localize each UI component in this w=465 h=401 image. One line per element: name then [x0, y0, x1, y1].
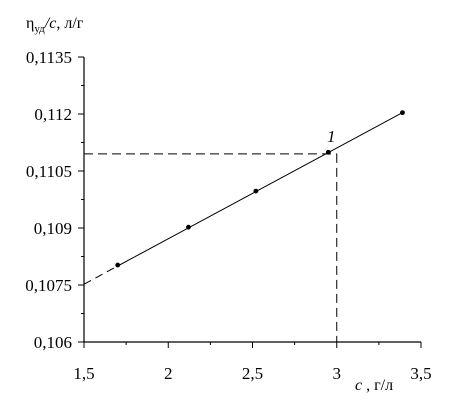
x-tick-label: 1,5 — [73, 364, 94, 383]
data-point — [400, 110, 405, 116]
data-points — [115, 110, 405, 268]
marker-guides — [84, 153, 338, 342]
x-tick-label: 2 — [164, 364, 173, 383]
y-tick-label: 0,1135 — [26, 48, 72, 67]
y-tick-label: 0,106 — [34, 333, 72, 352]
x-tick-label: 3,5 — [410, 364, 431, 383]
fit-line — [83, 111, 405, 285]
ticks: 1,5 2 2,5 3 3,5 0,106 0,1075 0,109 0,1105 0,112 0,… — [25, 48, 431, 383]
marker-label: 1 — [327, 127, 336, 146]
fit-line-solid — [117, 111, 405, 267]
x-tick-label: 2,5 — [242, 364, 263, 383]
y-axis-label: ηуд/c, л/г — [26, 15, 84, 35]
y-tick-label: 0,112 — [34, 105, 72, 124]
x-tick-label: 3 — [333, 364, 342, 383]
data-point — [253, 188, 259, 194]
x-axis-label: c , г/л — [355, 377, 393, 394]
fit-line-extrapolated — [83, 265, 118, 285]
y-tick-label: 0,109 — [34, 219, 72, 238]
data-point — [325, 149, 331, 155]
y-tick-label: 0,1075 — [25, 276, 72, 295]
y-tick-label: 0,1105 — [26, 162, 72, 181]
data-point — [115, 262, 121, 268]
axes — [83, 57, 421, 343]
data-point — [186, 224, 191, 230]
